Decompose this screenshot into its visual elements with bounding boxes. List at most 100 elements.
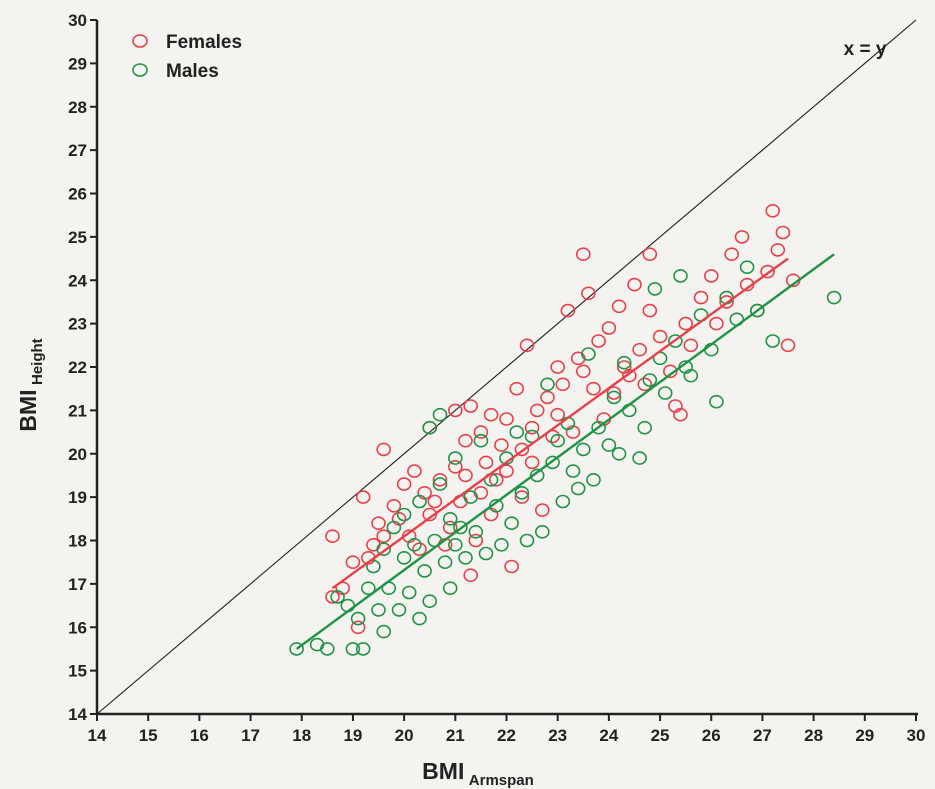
males-point-24 [422,594,438,609]
y-tick-label-16: 16 [68,618,87,637]
y-tick-label-27: 27 [68,141,87,160]
males-point-17 [396,507,412,522]
y-tick-label-26: 26 [68,185,87,204]
males-point-31 [447,537,463,552]
males-point-23 [422,420,438,435]
males-point-21 [412,494,427,509]
y-tick-label-17: 17 [68,575,87,594]
males-fit-line [295,253,835,650]
females-point-74 [652,329,668,344]
females-point-83 [719,295,734,309]
females-point-0 [325,529,340,544]
females-point-20 [427,494,443,509]
males-point-43 [504,516,519,531]
males-point-69 [647,282,663,296]
y-tick-label-20: 20 [68,445,87,464]
males-point-81 [739,260,755,275]
x-axis-title-main: BMI [422,758,464,784]
females-point-61 [586,381,601,396]
females-point-29 [463,399,479,413]
females-point-40 [499,412,514,426]
males-point-2 [319,642,335,656]
x-tick-label-22: 22 [497,726,516,745]
females-point-39 [499,464,514,478]
y-tick-label-15: 15 [68,662,87,681]
axes-layer: 14 15 16 17 18 19 20 21 22 23 24 25 26 27 28 29 30 14 15 16… [68,11,925,745]
females-point-5 [355,490,371,504]
males-point-51 [545,455,560,470]
females-point-11 [386,498,402,513]
females-point-31 [468,533,484,548]
x-tick-label-24: 24 [599,726,618,745]
identity-line-label: x = y [844,39,887,60]
x-tick-label-19: 19 [343,726,362,745]
males-point-6 [350,611,366,626]
females-point-3 [345,555,361,570]
females-fit-line [331,257,789,590]
males-point-0 [289,642,304,656]
females-point-9 [376,529,392,544]
males-point-33 [453,520,468,535]
females-point-30 [463,568,479,583]
males-point-16 [396,550,412,565]
females-point-49 [534,503,550,517]
males-point-18 [401,585,417,600]
females-point-41 [504,559,519,574]
males-point-73 [673,269,688,283]
males-point-59 [586,472,601,487]
females-point-24 [447,459,463,474]
males-point-3 [330,590,345,604]
females-point-28 [458,433,473,448]
x-tick-label-14: 14 [88,726,107,745]
females-point-16 [412,542,427,557]
males-point-7 [355,642,371,656]
males-point-52 [550,433,566,448]
x-tick-label-17: 17 [241,726,260,745]
y-axis-title-sub: Height [29,338,46,385]
females-point-90 [770,243,786,257]
legend-marker-females [132,34,148,48]
males-point-50 [540,377,555,392]
females-point-1 [325,590,340,604]
females-point-53 [550,407,566,422]
x-axis-title: BMI Armspan [422,758,534,789]
females-point-66 [611,299,627,314]
females-point-37 [488,472,504,487]
males-point-26 [432,477,448,491]
y-tick-label-19: 19 [68,488,87,507]
males-point-68 [642,373,658,387]
x-tick-label-23: 23 [548,726,567,745]
males-point-64 [616,355,632,370]
marks-layer [96,19,917,715]
x-tick-label-21: 21 [446,726,465,745]
males-point-60 [591,420,606,435]
males-point-84 [826,290,842,305]
females-point-33 [473,425,489,439]
y-axis-title-main: BMI [15,389,41,431]
females-point-75 [662,364,678,379]
females-point-48 [529,403,545,418]
males-point-36 [468,524,484,539]
males-point-41 [494,537,509,552]
males-point-12 [376,542,392,557]
males-point-35 [463,490,479,504]
x-tick-label-18: 18 [292,726,311,745]
females-point-84 [724,247,740,261]
females-point-54 [555,377,571,392]
males-point-8 [360,581,376,596]
males-point-82 [749,303,765,318]
females-point-60 [581,286,596,301]
males-point-48 [529,468,545,483]
females-point-92 [780,338,796,353]
females-point-81 [703,269,719,283]
males-point-32 [447,451,463,465]
males-point-62 [606,390,622,405]
x-tick-label-15: 15 [139,726,158,745]
females-point-65 [606,386,622,400]
y-tick-label-23: 23 [68,315,87,334]
x-tick-label-28: 28 [804,726,823,745]
females-point-89 [765,204,781,218]
males-point-83 [765,334,781,348]
males-point-4 [340,598,356,613]
males-point-49 [534,524,550,539]
